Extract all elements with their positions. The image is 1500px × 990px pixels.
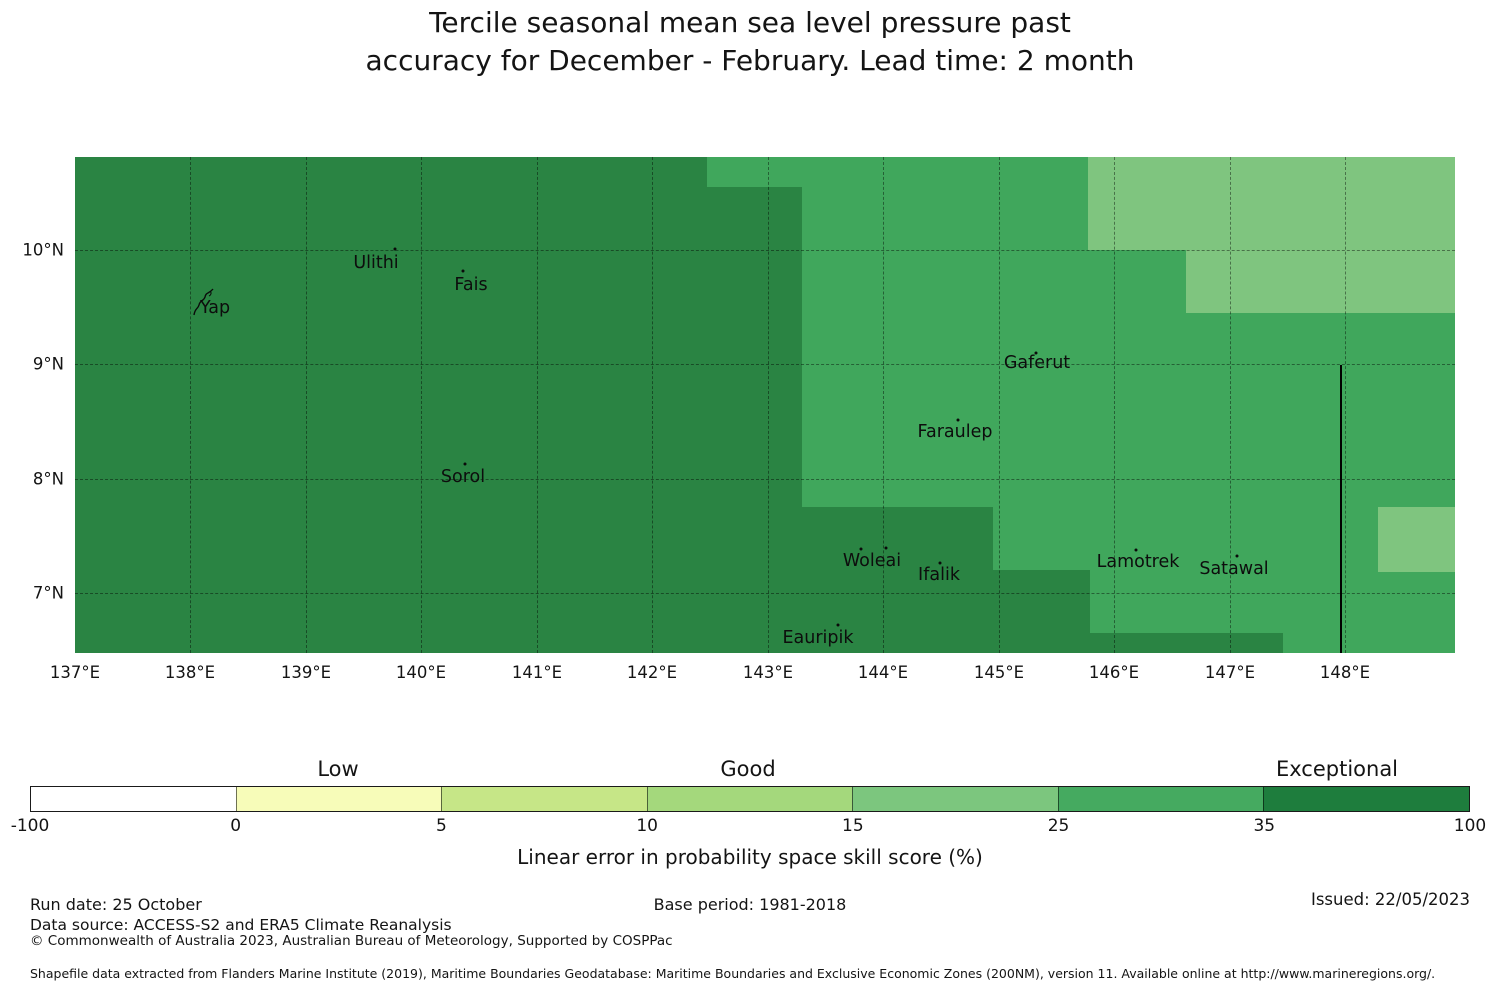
gridline-vertical (190, 157, 191, 653)
colorbar-tick-label: 0 (230, 816, 242, 836)
island-marker-dot (1235, 554, 1239, 558)
map-region-dark-south-2 (1090, 633, 1283, 653)
gridline-horizontal (75, 250, 1455, 251)
data-source-text: Data source: ACCESS-S2 and ERA5 Climate … (30, 916, 452, 934)
island-label-lamotrek: Lamotrek (1096, 552, 1180, 572)
island-label-satawal: Satawal (1199, 559, 1269, 579)
y-tick-label: 7°N (32, 583, 64, 603)
gridline-horizontal (75, 479, 1455, 480)
gridline-vertical (999, 157, 1000, 653)
gridline-vertical (883, 157, 884, 653)
issued-text: Issued: 22/05/2023 (1310, 890, 1470, 909)
map-canvas: Yap Ulithi Fais Sorol Gaferut Faraulep Woleai I… (75, 157, 1455, 653)
colorbar-tick-label: 10 (636, 816, 658, 836)
gridline-vertical (537, 157, 538, 653)
gridline-vertical (421, 157, 422, 653)
map-region-light-top-right (1088, 157, 1455, 250)
colorbar-axis-label: Linear error in probability space skill … (517, 845, 983, 869)
island-label-fais: Fais (454, 275, 488, 295)
y-tick-label: 8°N (32, 469, 64, 489)
copyright-text: © Commonwealth of Australia 2023, Austra… (30, 933, 673, 949)
colorbar-tick-label: -100 (10, 816, 50, 836)
colorbar-category-exceptional: Exceptional (1275, 757, 1399, 781)
map-region-dark-woleai (802, 507, 993, 653)
gridline-vertical (1345, 157, 1346, 653)
island-marker-dot (956, 418, 960, 422)
x-tick-label: 143°E (742, 663, 794, 682)
colorbar-tick-label: 15 (842, 816, 864, 836)
island-label-eauripik: Eauripik (782, 628, 854, 648)
island-label-faraulep: Faraulep (917, 422, 993, 442)
colorbar-category-low: Low (317, 757, 359, 781)
x-tick-label: 144°E (857, 663, 909, 682)
island-marker-dot (884, 546, 888, 550)
island-marker-dot (461, 269, 465, 273)
island-label-sorol: Sorol (440, 467, 486, 487)
island-marker-dot (463, 462, 467, 466)
x-tick-label: 145°E (973, 663, 1025, 682)
island-label-ifalik: Ifalik (918, 565, 960, 585)
y-tick-label: 9°N (32, 354, 64, 374)
island-marker-dot (859, 547, 863, 551)
colorbar-category-good: Good (720, 757, 776, 781)
gridline-vertical (1230, 157, 1231, 653)
island-marker-dot (836, 623, 840, 627)
gridline-horizontal (75, 364, 1455, 365)
shapefile-attribution-text: Shapefile data extracted from Flanders M… (30, 966, 1436, 981)
colorbar-tick-label: 35 (1253, 816, 1276, 836)
map-region-medium-top-notch (707, 157, 802, 187)
island-label-ulithi: Ulithi (353, 253, 399, 273)
x-tick-label: 138°E (164, 663, 216, 682)
colorbar-tick-label: 25 (1047, 816, 1070, 836)
map-region-light-mid-right (1186, 250, 1455, 313)
island-marker-dot (393, 247, 397, 251)
x-tick-label: 141°E (511, 663, 563, 682)
colorbar-segment (1057, 787, 1264, 811)
island-marker-dot (1034, 351, 1038, 355)
yap-island-outline (190, 287, 218, 323)
colorbar-segment (852, 787, 1058, 811)
gridline-vertical (768, 157, 769, 653)
gridline-vertical (306, 157, 307, 653)
x-tick-label: 137°E (49, 663, 101, 682)
y-tick-label: 10°N (22, 240, 64, 260)
run-date-text: Run date: 25 October (30, 895, 202, 914)
island-marker-dot (938, 561, 942, 565)
x-tick-label: 142°E (626, 663, 678, 682)
island-marker-dot (1134, 548, 1138, 552)
x-tick-label: 146°E (1088, 663, 1140, 682)
colorbar-segment (235, 787, 442, 811)
gridline-vertical (652, 157, 653, 653)
map-region-dark-south-1 (993, 570, 1090, 653)
colorbar-segment (1263, 787, 1470, 811)
island-label-gaferut: Gaferut (1003, 353, 1071, 373)
island-label-yap: Yap (199, 298, 231, 318)
colorbar-segment (441, 787, 647, 811)
gridline-vertical (1114, 157, 1115, 653)
colorbar-tick-label: 100 (1453, 816, 1487, 836)
colorbar-segment (646, 787, 853, 811)
island-label-woleai: Woleai (842, 551, 902, 571)
base-period-text: Base period: 1981-2018 (653, 895, 847, 914)
x-tick-label: 148°E (1319, 663, 1371, 682)
colorbar-tick-label: 5 (436, 816, 447, 836)
chart-title: Tercile seasonal mean sea level pressure… (0, 4, 1500, 80)
chart-title-line1: Tercile seasonal mean sea level pressure… (429, 6, 1071, 39)
colorbar (30, 786, 1470, 812)
x-tick-label: 140°E (395, 663, 447, 682)
x-tick-label: 139°E (280, 663, 332, 682)
chart-title-line2: accuracy for December - February. Lead t… (365, 44, 1135, 77)
colorbar-segment (31, 787, 236, 811)
map-region-light-low-right (1378, 507, 1455, 572)
gridline-horizontal (75, 593, 1455, 594)
eez-boundary-line (1340, 365, 1342, 653)
x-tick-label: 147°E (1204, 663, 1256, 682)
